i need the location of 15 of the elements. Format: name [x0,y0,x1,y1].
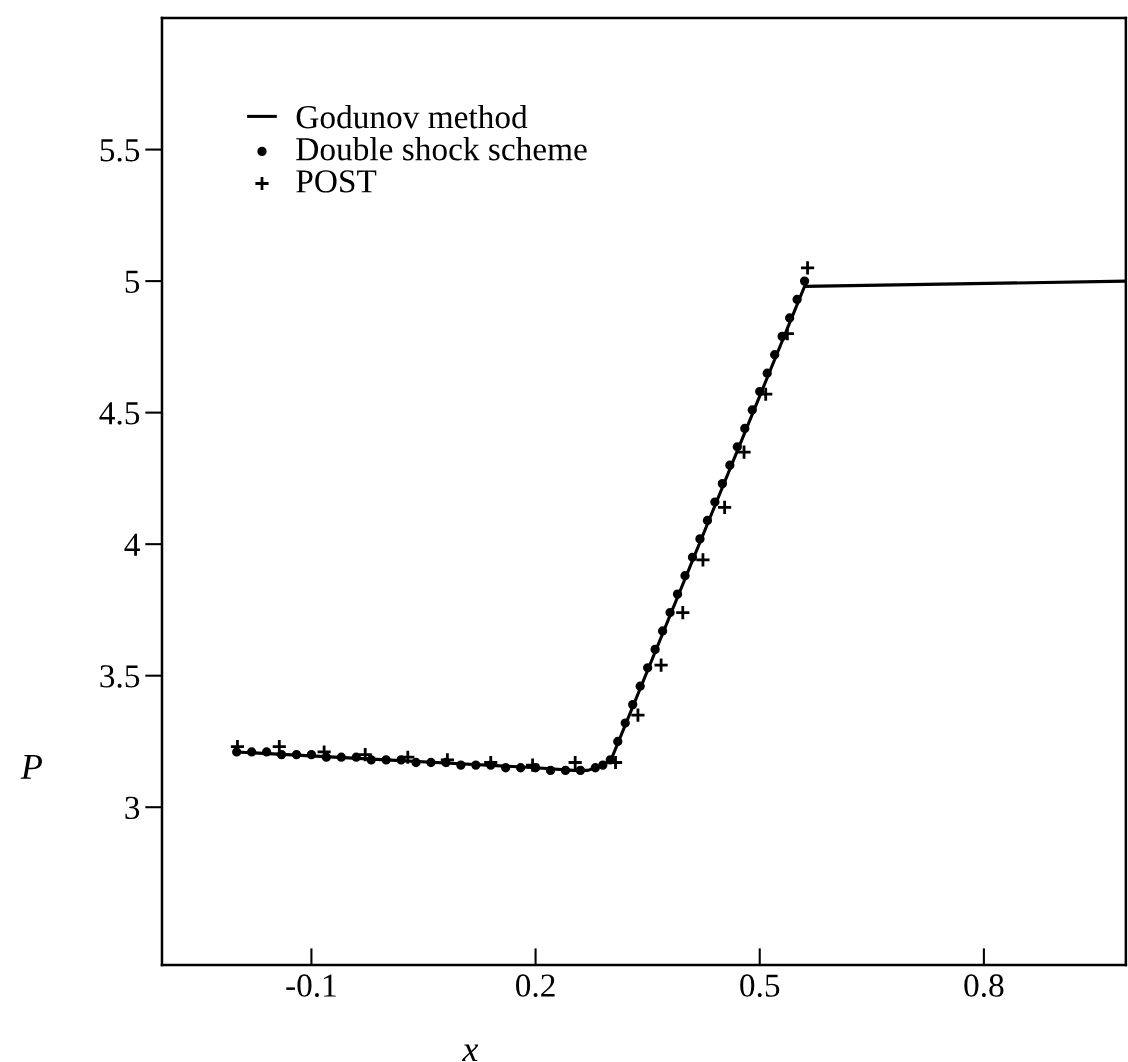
y-tick-label: 4.5 [99,402,140,425]
y-tick-label: 5 [125,270,140,293]
y-tick-label: 3.5 [100,665,140,688]
x-tick-label: 0.2 [516,974,555,997]
y-tick-label: 3 [125,796,140,820]
y-tick-label: 5.5 [100,139,140,162]
x-tick-label: 0.8 [964,974,1004,997]
legend-label: POST [296,170,377,193]
x-axis-title: x [461,1044,479,1062]
y-tick-label: 4 [124,533,140,556]
legend-label: Godunov method [296,104,528,129]
x-tick-label: -0.1 [286,974,336,997]
y-axis-title: P [20,755,42,779]
x-tick-label: 0.5 [740,974,780,997]
legend-label: Double shock scheme [296,137,587,161]
